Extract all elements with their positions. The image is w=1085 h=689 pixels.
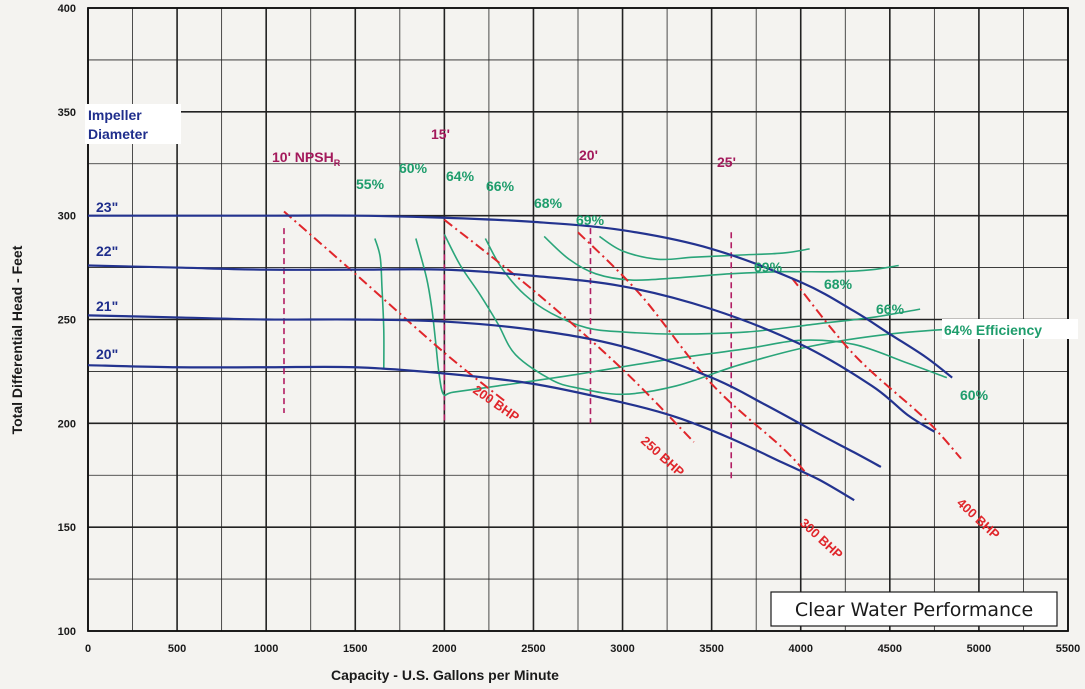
efficiency-curve bbox=[543, 235, 899, 281]
impeller-label-22: 22" bbox=[96, 243, 118, 259]
x-tick-label: 500 bbox=[168, 643, 186, 655]
npshr-label-20: 20' bbox=[579, 147, 598, 163]
impeller-label-21: 21" bbox=[96, 298, 118, 314]
eff-label-69-top: 69% bbox=[576, 212, 605, 228]
eff-label-66-right: 66% bbox=[876, 301, 905, 317]
eff-label-64-top: 64% bbox=[446, 168, 475, 184]
y-tick-label: 200 bbox=[58, 418, 76, 430]
impeller-curve bbox=[87, 314, 882, 468]
impeller-label-23: 23" bbox=[96, 199, 118, 215]
bhp-line bbox=[283, 210, 508, 404]
annotation-box bbox=[770, 591, 1058, 627]
eff-label-55: 55% bbox=[356, 176, 385, 192]
impeller-curve bbox=[88, 214, 953, 379]
y-tick-label: 150 bbox=[58, 522, 76, 534]
efficiency-curve bbox=[484, 238, 921, 335]
x-tick-label: 1000 bbox=[254, 643, 278, 655]
bhp-lines bbox=[283, 210, 962, 479]
eff-label-60-right: 60% bbox=[960, 387, 989, 403]
efficiency-curve bbox=[598, 235, 810, 261]
bhp-line bbox=[577, 231, 811, 479]
x-tick-label: 0 bbox=[85, 643, 91, 655]
impeller-curve bbox=[87, 364, 855, 502]
x-tick-label: 5000 bbox=[967, 643, 991, 655]
eff-label-69-right: 69% bbox=[754, 259, 783, 275]
annotation-text: Clear Water Performance bbox=[795, 599, 1033, 621]
tick-labels: 0 500 1000 1500 2000 2500 3000 3500 4000 4500 5000… bbox=[58, 3, 1081, 655]
y-tick-label: 250 bbox=[58, 315, 76, 327]
impeller-label-20: 20" bbox=[96, 346, 118, 362]
bhp-line bbox=[443, 219, 695, 443]
x-tick-label: 2500 bbox=[521, 643, 545, 655]
x-tick-label: 4000 bbox=[788, 643, 812, 655]
eff-label-66-top: 66% bbox=[486, 178, 515, 194]
efficiency-curve bbox=[374, 238, 385, 370]
eff-label-68-top: 68% bbox=[534, 195, 563, 211]
impeller-heading-bg bbox=[85, 104, 181, 144]
y-tick-label: 400 bbox=[58, 3, 76, 15]
eff-label-64-right: 64% Efficiency bbox=[944, 322, 1042, 338]
x-axis-title: Capacity - U.S. Gallons per Minute bbox=[331, 667, 559, 683]
eff-label-68-right: 68% bbox=[824, 276, 853, 292]
y-tick-label: 350 bbox=[58, 107, 76, 119]
impeller-heading-line1: Impeller bbox=[88, 107, 142, 123]
x-tick-label: 4500 bbox=[878, 643, 902, 655]
impeller-curve bbox=[87, 264, 935, 433]
x-tick-label: 2000 bbox=[432, 643, 456, 655]
npshr-label-15: 15' bbox=[431, 126, 450, 142]
x-tick-label: 3500 bbox=[699, 643, 723, 655]
impeller-curves bbox=[87, 214, 953, 502]
y-axis-title: Total Differential Head - Feet bbox=[9, 245, 25, 434]
x-tick-label: 1500 bbox=[343, 643, 367, 655]
y-tick-label: 300 bbox=[58, 211, 76, 223]
x-tick-label: 3000 bbox=[610, 643, 634, 655]
efficiency-curve bbox=[443, 233, 971, 396]
npshr-label-25: 25' bbox=[717, 154, 736, 170]
eff-label-64-bg bbox=[942, 319, 1078, 339]
x-tick-label: 5500 bbox=[1056, 643, 1080, 655]
bhp-line bbox=[791, 277, 962, 460]
grid bbox=[87, 7, 1069, 632]
impeller-heading-line2: Diameter bbox=[88, 126, 148, 142]
eff-label-60-top: 60% bbox=[399, 160, 428, 176]
y-tick-label: 100 bbox=[58, 626, 76, 638]
npshr-label-10: 10' NPSHR bbox=[272, 149, 341, 168]
